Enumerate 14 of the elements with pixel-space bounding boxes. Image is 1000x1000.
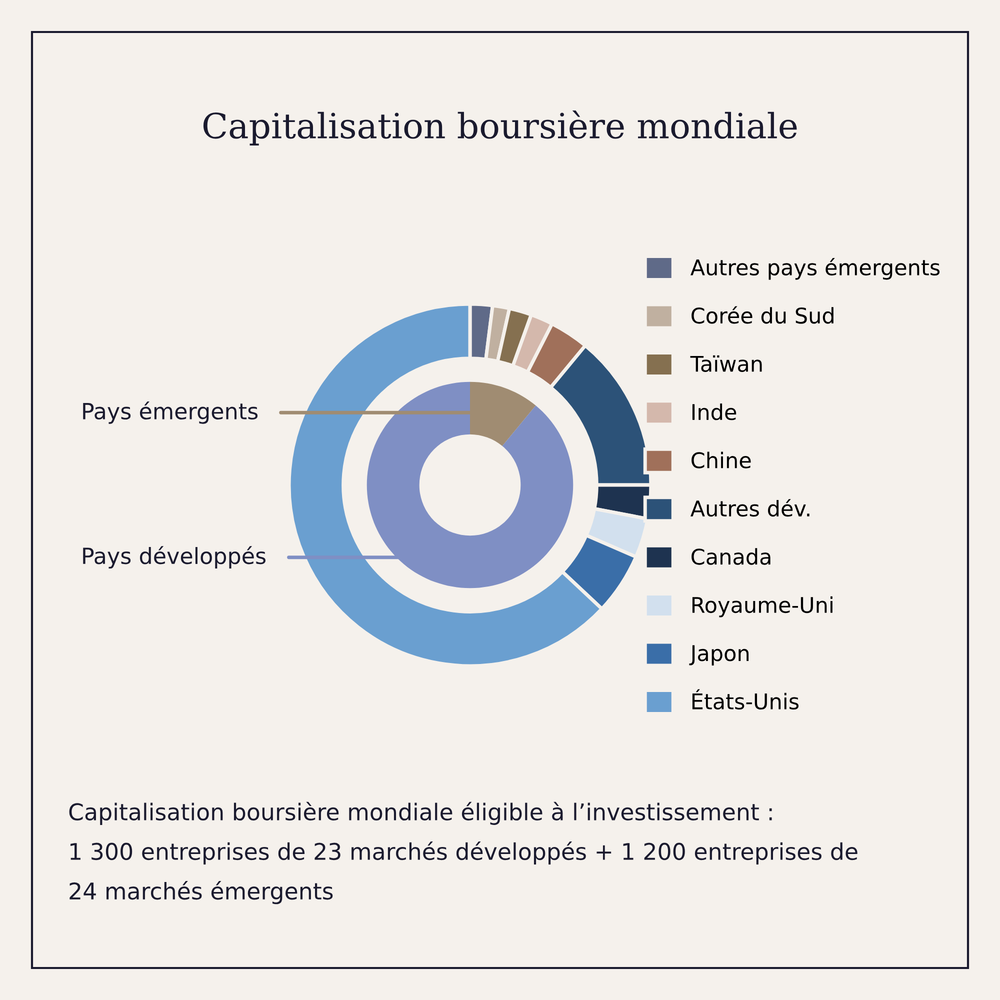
legend-label: Chine xyxy=(692,452,751,468)
legend-label: Taïwan xyxy=(690,355,762,372)
chart-title: Capitalisation boursière mondiale xyxy=(203,110,797,146)
legend-label: Japon xyxy=(689,645,749,666)
slice-label: Pays développés xyxy=(83,546,266,569)
legend-label: Inde xyxy=(692,404,736,420)
legend-label: États-Unis xyxy=(692,689,799,710)
text: Capitalisation boursière mondiale éligible à l’investissement : 1 300 entreprises de 23 marchés développés + 1 200 entreprises de 24 marchés émergents xyxy=(69,802,858,904)
legend-label: Canada xyxy=(692,548,770,565)
slice-label: Pays émergents xyxy=(83,401,258,424)
legend-label: Autres pays émergents xyxy=(690,258,940,280)
legend-label: Corée du Sud xyxy=(692,306,834,324)
legend-label: Royaume-Uni xyxy=(692,596,832,618)
legend-label: Autres dév. xyxy=(690,499,810,517)
